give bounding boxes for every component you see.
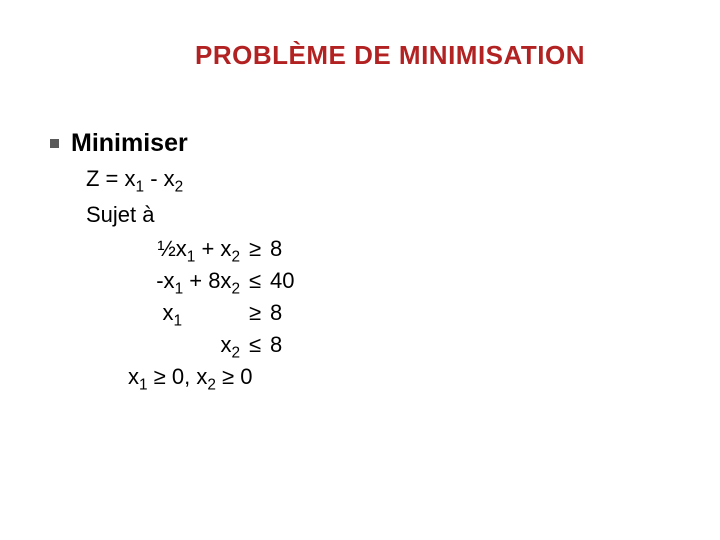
constraint-row: ½x1 + x2 ≥ 8	[122, 233, 670, 265]
slide-body: Minimiser Z = x1 - x2 Sujet à ½x1 + x2 ≥…	[50, 129, 670, 393]
constraint-row: x1 ≥ 8	[122, 297, 670, 329]
constraint-op: ≥	[240, 297, 270, 329]
obj-sub1: 1	[136, 178, 145, 195]
constraint-lhs: x1	[122, 297, 240, 329]
c0-s2: 2	[231, 249, 240, 266]
c1-s1: 1	[175, 281, 184, 298]
constraint-lhs: -x1 + 8x2	[122, 265, 240, 297]
obj-prefix: Z = x	[86, 166, 136, 191]
constraint-lhs: ½x1 + x2	[122, 233, 240, 265]
obj-sub2: 2	[175, 178, 184, 195]
nn-b: ≥ 0, x	[148, 364, 208, 389]
constraint-op: ≤	[240, 329, 270, 361]
c2-s1: 1	[173, 313, 182, 330]
constraint-row: -x1 + 8x2 ≤ 40	[122, 265, 670, 297]
nn-c: ≥ 0	[216, 364, 253, 389]
nn-s1: 1	[139, 376, 148, 393]
constraint-rhs: 8	[270, 329, 310, 361]
constraint-rhs: 40	[270, 265, 310, 297]
slide: PROBLÈME DE MINIMISATION Minimiser Z = x…	[0, 0, 720, 540]
c1-a: -x	[156, 268, 174, 293]
constraint-lhs: x2	[122, 329, 240, 361]
c0-b: + x	[195, 236, 231, 261]
c3-b: x	[220, 332, 231, 357]
constraint-row: x2 ≤ 8	[122, 329, 670, 361]
c1-b: + 8x	[183, 268, 231, 293]
bullet-row: Minimiser	[50, 129, 670, 158]
bullet-icon	[50, 139, 59, 148]
objective-text: Z = x1 - x2	[86, 166, 183, 191]
bullet-label: Minimiser	[71, 129, 188, 158]
constraint-rhs: 8	[270, 233, 310, 265]
slide-title: PROBLÈME DE MINIMISATION	[110, 40, 670, 71]
constraints-block: ½x1 + x2 ≥ 8 -x1 + 8x2 ≤ 40 x1 ≥ 8 x2 ≤ …	[122, 233, 670, 392]
obj-mid: - x	[144, 166, 175, 191]
objective-line: Z = x1 - x2	[86, 164, 670, 194]
constraint-op: ≥	[240, 233, 270, 265]
nn-a: x	[128, 364, 139, 389]
subject-to-line: Sujet à	[86, 200, 670, 230]
c2-a: x	[162, 300, 173, 325]
c3-s2: 2	[231, 344, 240, 361]
nn-s2: 2	[207, 376, 216, 393]
c1-s2: 2	[231, 281, 240, 298]
nonneg-text: x1 ≥ 0, x2 ≥ 0	[122, 361, 316, 393]
constraint-op: ≤	[240, 265, 270, 297]
c0-a: ½x	[157, 236, 186, 261]
constraint-rhs: 8	[270, 297, 310, 329]
nonneg-row: x1 ≥ 0, x2 ≥ 0	[122, 361, 670, 393]
